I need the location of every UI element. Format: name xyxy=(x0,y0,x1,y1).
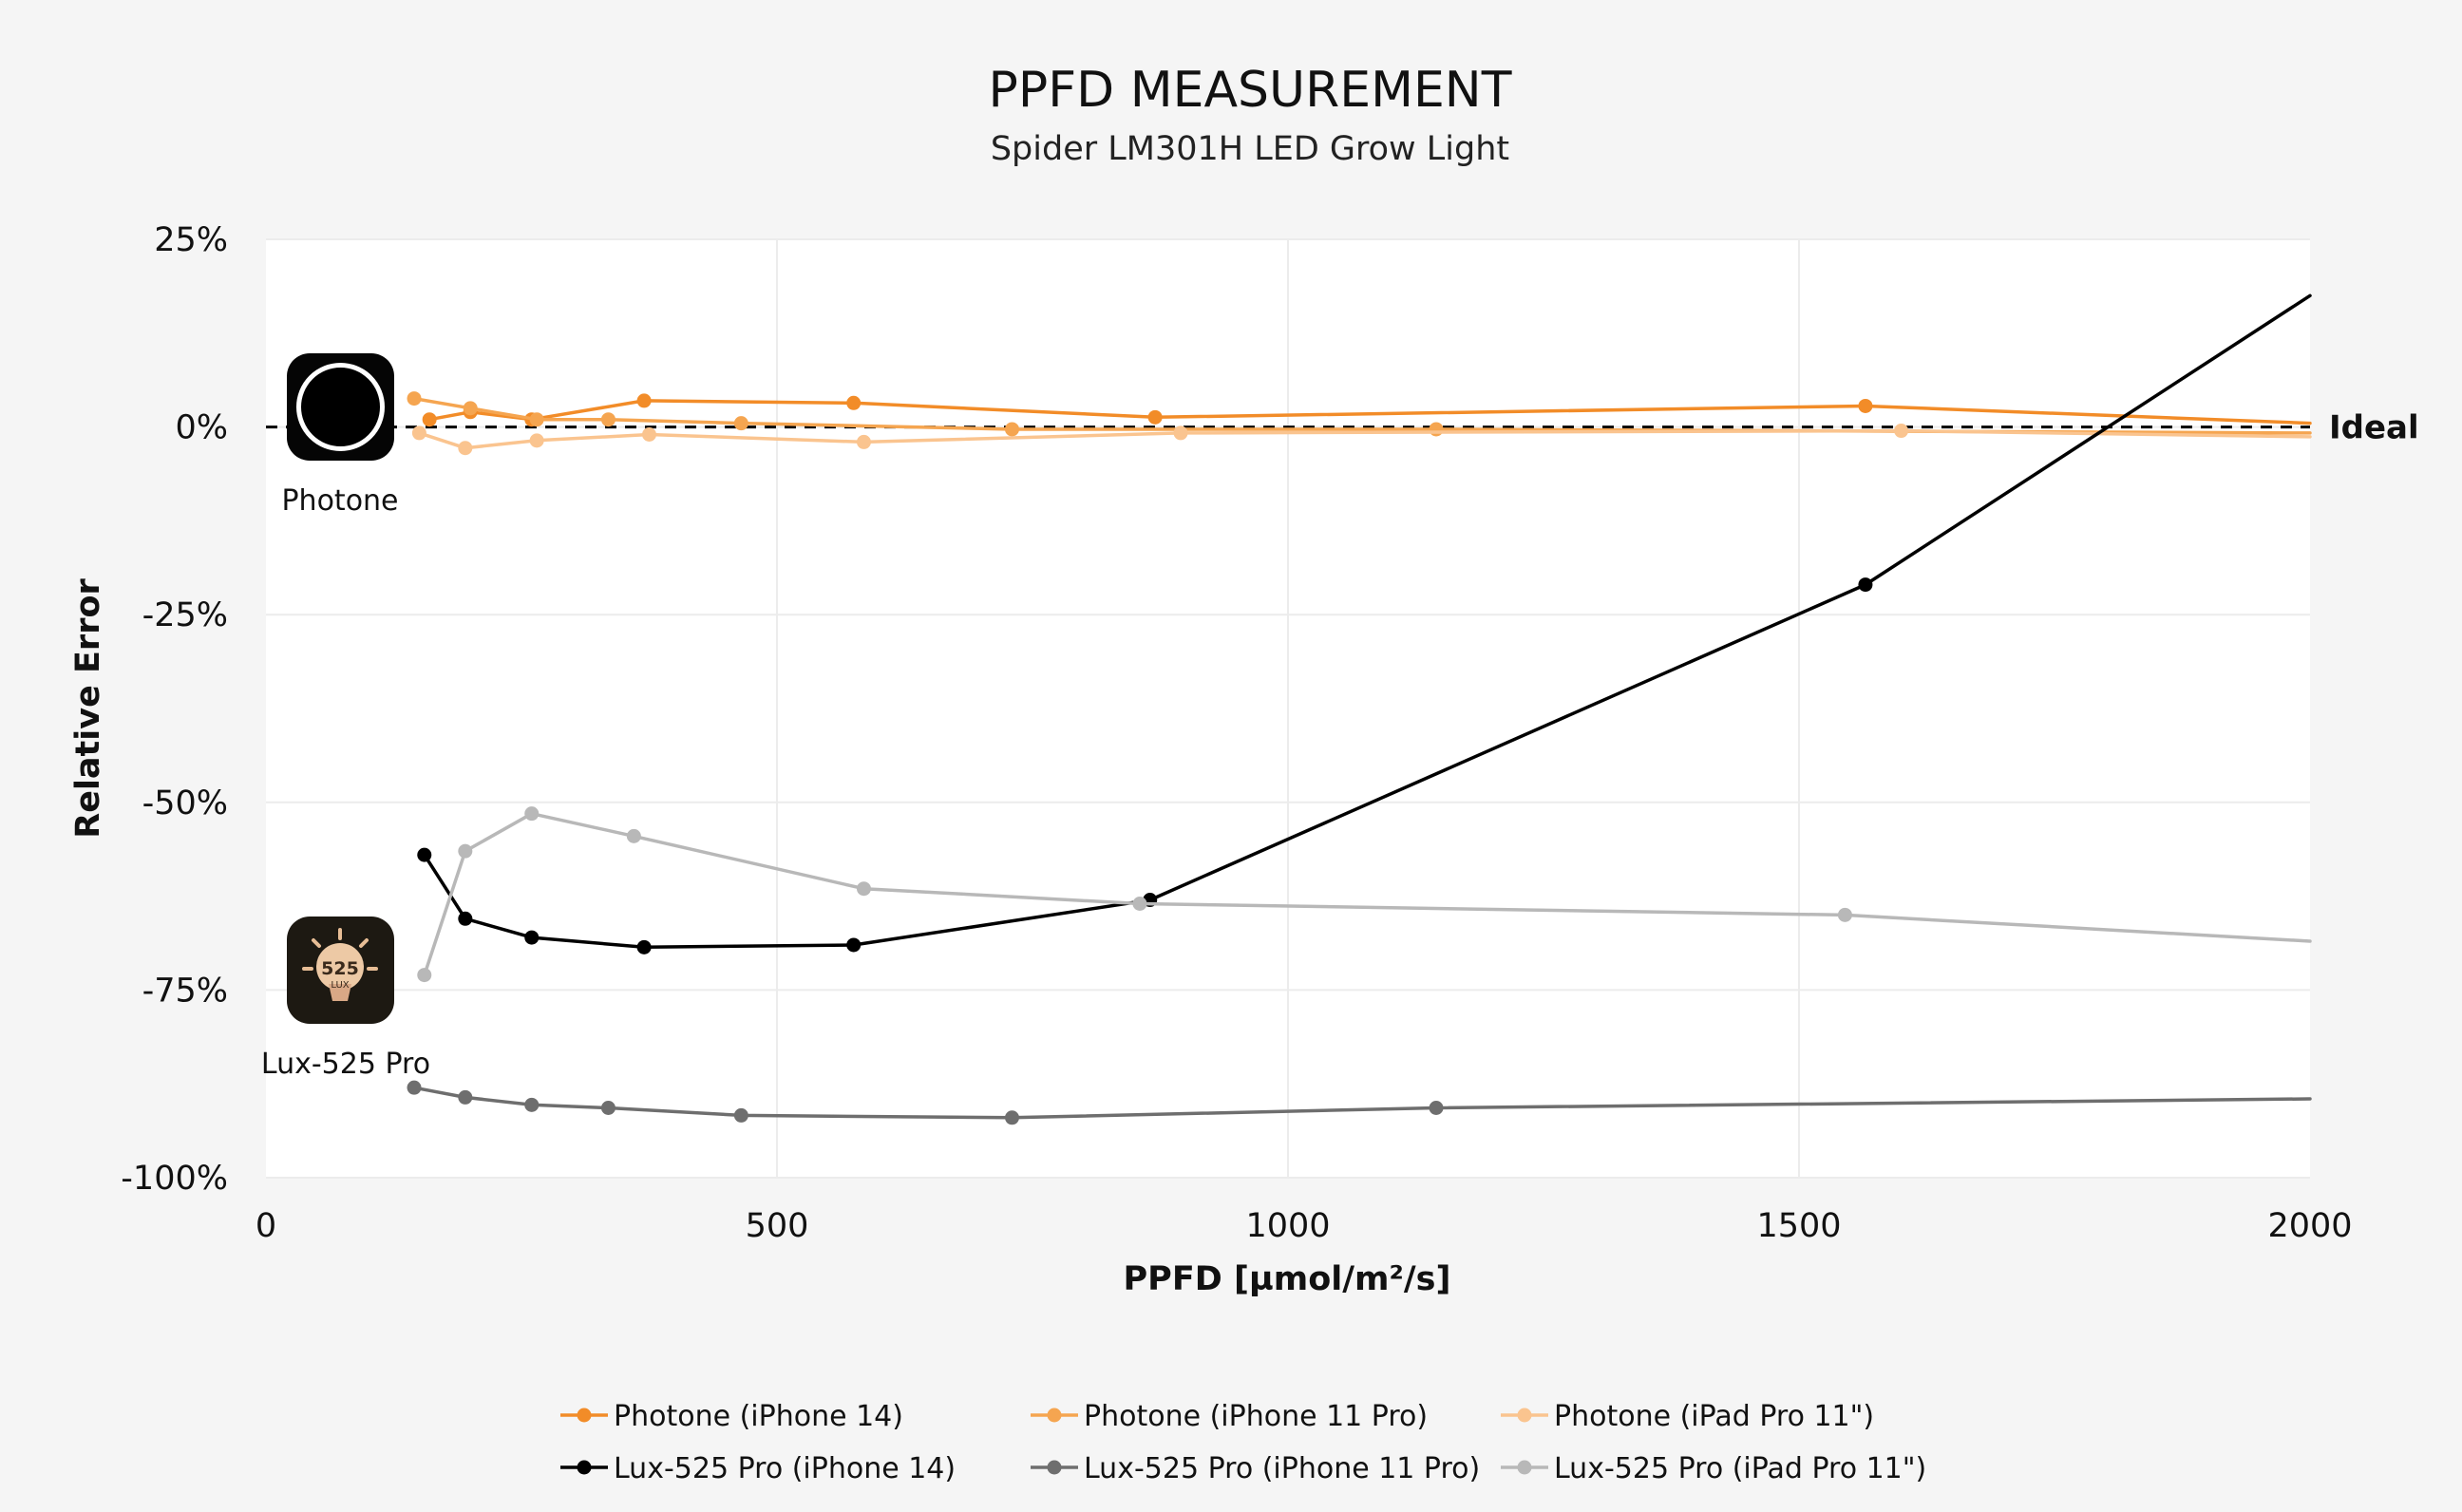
y-tick-label: -75% xyxy=(142,972,228,1010)
x-tick-label: 0 xyxy=(256,1207,276,1245)
x-tick-label: 500 xyxy=(746,1207,809,1245)
grid-lines xyxy=(266,238,2310,1179)
data-point xyxy=(458,911,473,926)
legend-item: Photone (iPhone 14) xyxy=(560,1400,903,1433)
data-point xyxy=(1429,1100,1444,1115)
lux-icon-unit: LUX xyxy=(331,980,349,991)
legend-swatch-marker xyxy=(577,1460,592,1475)
x-tick-label: 1000 xyxy=(1245,1207,1330,1245)
data-point xyxy=(407,391,422,406)
chart-title: PPFD MEASUREMENT xyxy=(989,62,1512,119)
data-point xyxy=(733,416,748,431)
data-point xyxy=(846,937,862,953)
legend-swatch-marker xyxy=(1047,1460,1062,1475)
x-axis-label: PPFD [µmol/m²/s] xyxy=(1124,1260,1451,1298)
data-point xyxy=(458,843,473,859)
series-line xyxy=(427,399,2312,425)
data-point xyxy=(636,393,652,408)
photone-app-icon xyxy=(287,353,394,461)
data-point xyxy=(626,828,641,843)
series-line xyxy=(417,428,2312,450)
lux-icon-number: 525 xyxy=(321,958,359,979)
data-point xyxy=(642,427,656,443)
data-point xyxy=(1858,577,1873,593)
photone-app-label: Photone xyxy=(281,484,398,518)
data-point xyxy=(458,1089,473,1105)
data-point xyxy=(733,1107,748,1123)
x-tick-label: 1500 xyxy=(1756,1207,1841,1245)
legend-item: Photone (iPad Pro 11") xyxy=(1501,1400,1874,1433)
legend-swatch-marker xyxy=(1517,1460,1532,1475)
legend-swatch-marker xyxy=(1047,1408,1062,1423)
series-line xyxy=(412,396,2312,435)
legend-swatch-marker xyxy=(1517,1408,1532,1423)
data-point xyxy=(1858,398,1873,413)
data-point xyxy=(1004,1110,1019,1125)
legend-swatch-marker xyxy=(577,1408,592,1423)
data-point xyxy=(417,847,432,862)
data-point xyxy=(846,395,862,410)
series-lux-525-pro-iphone-11-pro xyxy=(407,1080,2312,1125)
data-point xyxy=(463,401,478,416)
data-point xyxy=(1004,422,1019,437)
legend-label: Photone (iPad Pro 11") xyxy=(1554,1400,1874,1433)
legend-item: Lux-525 Pro (iPad Pro 11") xyxy=(1501,1452,1926,1485)
series-line xyxy=(412,1086,2312,1120)
data-point xyxy=(856,434,871,449)
legend-label: Lux-525 Pro (iPad Pro 11") xyxy=(1554,1452,1926,1485)
data-point xyxy=(1173,425,1188,441)
legend-label: Photone (iPhone 11 Pro) xyxy=(1084,1400,1428,1433)
series-layer xyxy=(407,293,2312,1125)
x-tick-label: 2000 xyxy=(2267,1207,2352,1245)
ideal-label: Ideal xyxy=(2329,409,2419,447)
data-point xyxy=(524,806,540,822)
data-point xyxy=(529,412,544,427)
data-point xyxy=(529,433,544,448)
y-axis-label: Relative Error xyxy=(69,578,107,839)
series-line xyxy=(423,293,2312,950)
legend-item: Lux-525 Pro (iPhone 11 Pro) xyxy=(1031,1452,1480,1485)
series-photone-ipad-pro-11 xyxy=(411,424,2312,456)
data-point xyxy=(407,1080,422,1095)
legend-item: Lux-525 Pro (iPhone 14) xyxy=(560,1452,956,1485)
legend-label: Lux-525 Pro (iPhone 11 Pro) xyxy=(1084,1452,1480,1485)
legend: Photone (iPhone 14) Photone (iPhone 11 Pr… xyxy=(560,1400,1926,1485)
y-tick-label: 0% xyxy=(175,409,228,447)
data-point xyxy=(600,412,616,427)
y-tick-label: 25% xyxy=(154,221,228,259)
y-tick-label: -100% xyxy=(121,1160,228,1198)
data-point xyxy=(1132,897,1147,912)
data-point xyxy=(636,939,652,954)
legend-item: Photone (iPhone 11 Pro) xyxy=(1031,1400,1428,1433)
series-lux-525-pro-iphone-14 xyxy=(417,293,2312,954)
chart-subtitle: Spider LM301H LED Grow Light xyxy=(991,130,1509,168)
y-axis-ticks: 25% 0% -25% -50% -75% -100% xyxy=(121,221,228,1198)
data-point xyxy=(458,441,473,456)
y-tick-label: -50% xyxy=(142,784,228,822)
data-point xyxy=(417,968,432,983)
data-point xyxy=(422,412,437,427)
data-point xyxy=(1147,409,1163,425)
data-point xyxy=(524,1097,540,1112)
data-point xyxy=(1429,422,1444,437)
lux-525-app-icon: 525 LUX xyxy=(287,917,394,1024)
series-line xyxy=(423,811,2312,977)
data-point xyxy=(1837,907,1852,922)
data-point xyxy=(411,425,426,441)
data-point xyxy=(524,930,540,945)
legend-label: Lux-525 Pro (iPhone 14) xyxy=(614,1452,956,1485)
x-axis-ticks: 0 500 1000 1500 2000 xyxy=(256,1207,2353,1245)
legend-label: Photone (iPhone 14) xyxy=(614,1400,903,1433)
data-point xyxy=(600,1100,616,1115)
lux-app-label: Lux-525 Pro xyxy=(261,1048,430,1081)
data-point xyxy=(856,881,871,897)
series-lux-525-pro-ipad-pro-11 xyxy=(417,806,2312,983)
data-point xyxy=(1894,424,1909,439)
y-tick-label: -25% xyxy=(142,596,228,634)
